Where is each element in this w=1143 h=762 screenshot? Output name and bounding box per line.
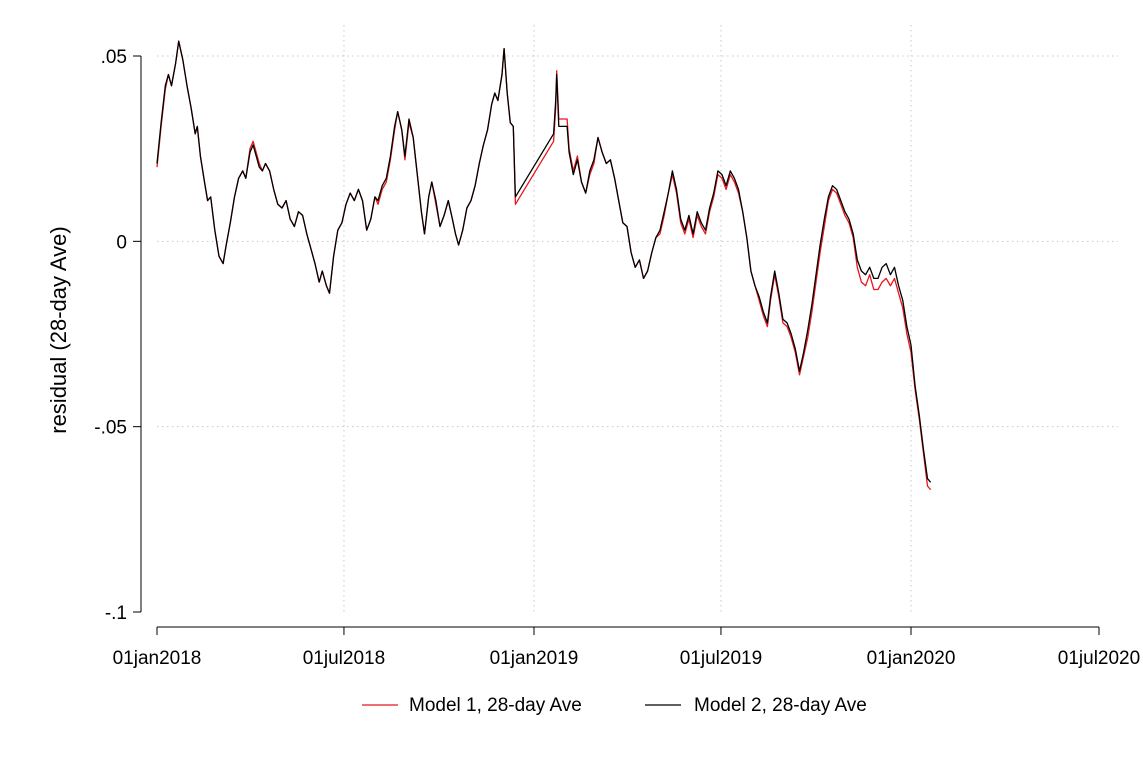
y-tick-label: -.05: [94, 418, 127, 439]
y-tick-label: -.1: [105, 603, 127, 624]
gridlines: [157, 25, 1118, 612]
y-axis-title: residual (28-day Ave): [46, 226, 71, 434]
x-tick-label: 01jul2019: [680, 648, 762, 669]
x-tick-label: 01jul2018: [303, 648, 385, 669]
x-tick-label: 01jan2018: [113, 648, 202, 669]
y-tick-label: 0: [116, 232, 127, 253]
legend-label-model-2: Model 2, 28-day Ave: [694, 695, 867, 716]
legend: Model 1, 28-day Ave Model 2, 28-day Ave: [362, 695, 867, 716]
axes: .05 0 -.05 -.1 01jan2018 01jul2018 01jan2019 01…: [94, 47, 1140, 669]
x-tick-label: 01jan2020: [867, 648, 956, 669]
series-lines: [156, 40, 932, 491]
series-line-model-2: [156, 40, 932, 483]
x-tick-label: 01jan2019: [490, 648, 579, 669]
y-tick-label: .05: [101, 47, 127, 68]
legend-label-model-1: Model 1, 28-day Ave: [409, 695, 582, 716]
x-tick-label: 01jul2020: [1058, 648, 1140, 669]
